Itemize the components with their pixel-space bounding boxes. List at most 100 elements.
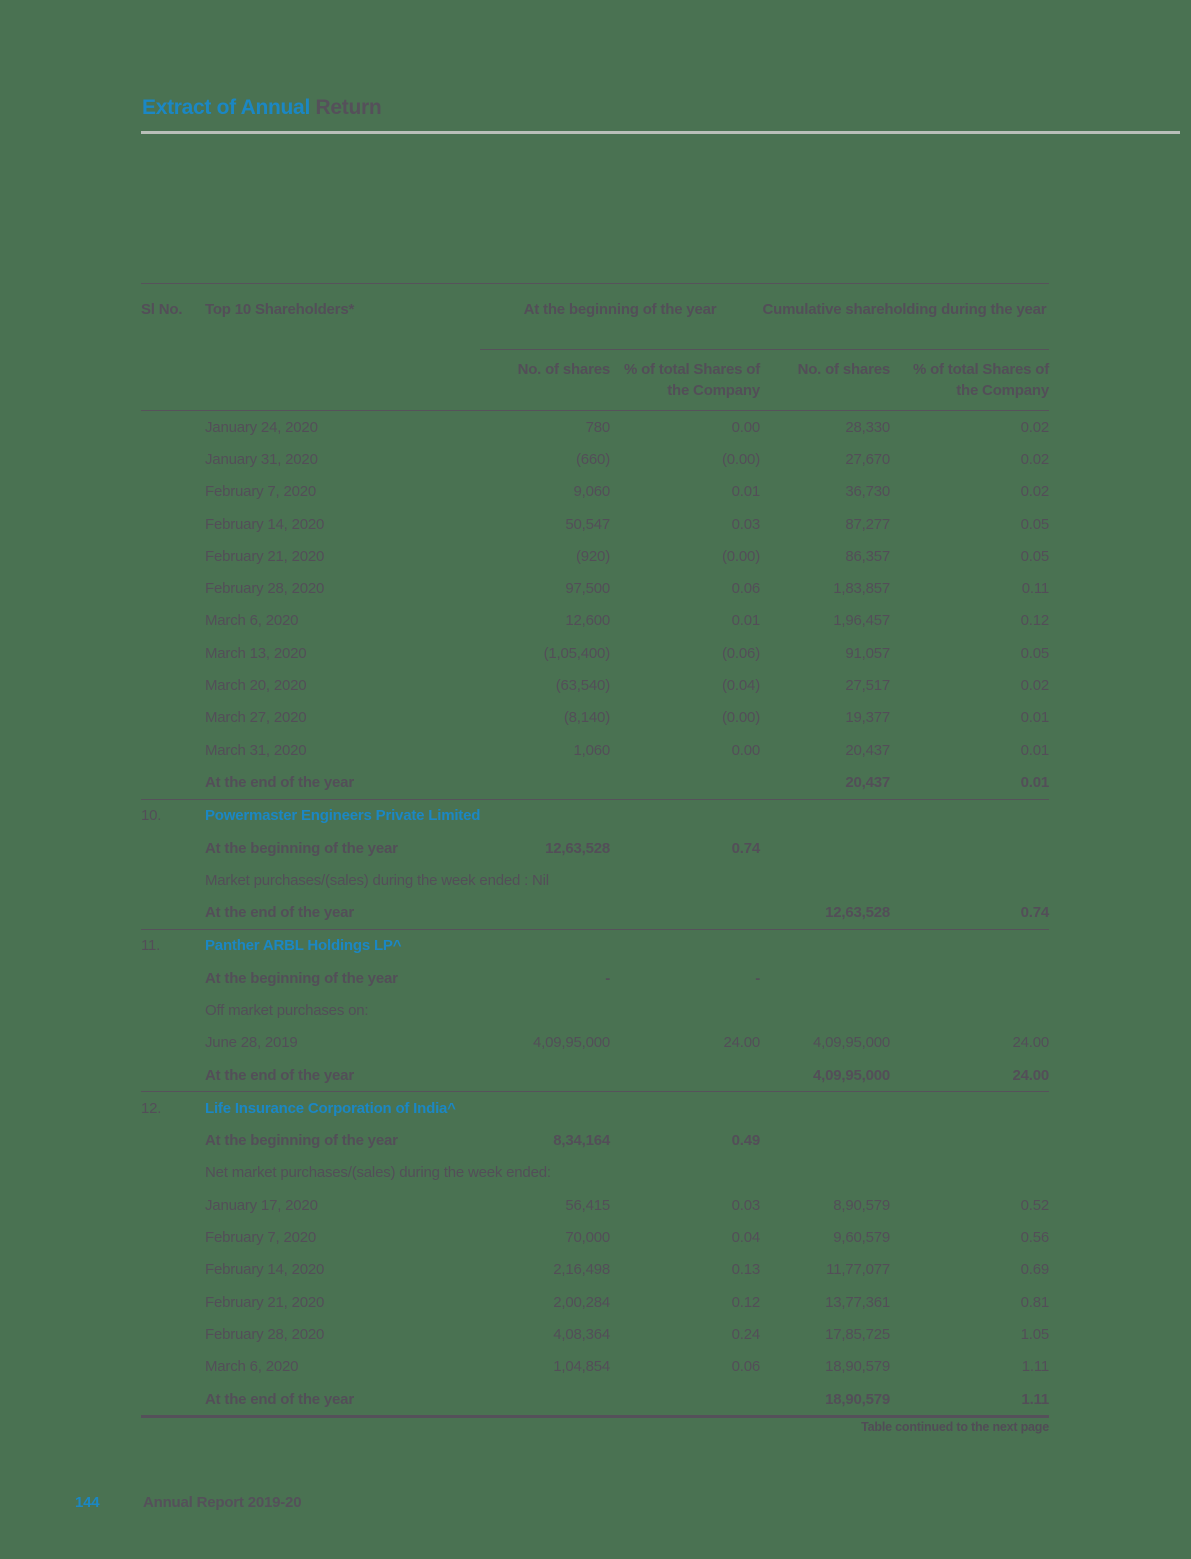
row-shares-begin: (8,140): [563, 709, 610, 727]
header-group-underline: [480, 349, 1049, 350]
row-pct-cum: 0.01: [1020, 709, 1050, 727]
table-continued-note: Table continued to the next page: [861, 1420, 1049, 1434]
row-pct-begin: (0.00): [722, 450, 760, 468]
row-shares-begin: 780: [585, 418, 611, 436]
page-title-accent: Extract of Annual: [142, 96, 310, 119]
row-shares-cum: 1,83,857: [833, 580, 890, 598]
row-shares-begin: 4,09,95,000: [532, 1034, 610, 1052]
row-shares-begin: 70,000: [565, 1229, 610, 1247]
row-label: February 14, 2020: [205, 1261, 325, 1279]
row-pct-cum: 0.52: [1020, 1196, 1050, 1214]
row-pct-begin: 24.00: [723, 1034, 760, 1052]
table-row: At the beginning of the year 12,63,528 0.7…: [141, 832, 1049, 864]
row-shares-cum: 13,77,361: [825, 1293, 890, 1311]
table-row: 12. Life Insurance Corporation of India^: [141, 1092, 1049, 1124]
table-row: March 6, 2020 1,04,854 0.06 18,90,579 1.11: [141, 1351, 1049, 1383]
row-label: At the beginning of the year: [205, 969, 398, 987]
row-pct-cum: 0.11: [1021, 580, 1049, 598]
row-pct-begin: 0.24: [731, 1325, 761, 1343]
row-label: Market purchases/(sales) during the week…: [205, 871, 549, 889]
header-no-of-shares-1: No. of shares: [517, 361, 611, 378]
row-label: At the beginning of the year: [205, 1132, 398, 1150]
table-row: February 28, 2020 97,500 0.06 1,83,857 0.11: [141, 572, 1049, 604]
row-pct-cum: 0.56: [1020, 1229, 1050, 1247]
row-shares-cum: 18,90,579: [825, 1390, 890, 1408]
table-row: March 31, 2020 1,060 0.00 20,437 0.01: [141, 734, 1049, 766]
row-separator: [141, 1091, 1049, 1093]
row-label: Powermaster Engineers Private Limited: [205, 807, 481, 825]
row-pct-cum: 0.02: [1020, 418, 1050, 436]
row-pct-cum: 0.69: [1020, 1261, 1050, 1279]
row-shares-begin: 1,060: [573, 741, 610, 759]
row-label: Net market purchases/(sales) during the …: [205, 1164, 551, 1182]
row-pct-cum: 1.05: [1020, 1325, 1050, 1343]
row-shares-cum: 1,96,457: [833, 612, 890, 630]
row-label: February 14, 2020: [205, 515, 325, 533]
row-pct-cum: 0.01: [1020, 741, 1050, 759]
row-pct-cum: 0.81: [1020, 1293, 1050, 1311]
row-shares-cum: 28,330: [845, 418, 890, 436]
row-label: At the beginning of the year: [205, 839, 398, 857]
row-shares-begin: (63,540): [555, 677, 610, 695]
row-pct-cum: 1.11: [1021, 1358, 1049, 1376]
table-row: February 7, 2020 70,000 0.04 9,60,579 0.56: [141, 1221, 1049, 1253]
row-shares-cum: 20,437: [845, 741, 890, 759]
row-label: February 28, 2020: [205, 580, 325, 598]
row-shares-cum: 91,057: [845, 644, 890, 662]
row-pct-begin: 0.49: [731, 1132, 761, 1150]
row-slno: 11.: [141, 937, 161, 955]
table-row: 11. Panther ARBL Holdings LP^: [141, 930, 1049, 962]
table-row: January 17, 2020 56,415 0.03 8,90,579 0.52: [141, 1189, 1049, 1221]
row-pct-begin: 0.00: [731, 418, 761, 436]
row-shares-cum: 86,357: [845, 547, 890, 565]
row-pct-cum: 0.05: [1020, 515, 1050, 533]
page-title: Extract of Annual Return: [142, 96, 382, 120]
row-pct-begin: (0.00): [722, 709, 760, 727]
row-label: At the end of the year: [205, 1066, 354, 1084]
row-label: March 6, 2020: [205, 1358, 299, 1376]
header-pct-shares-1: % of total Shares of the Company: [623, 361, 760, 399]
row-pct-cum: 0.02: [1020, 483, 1050, 501]
row-pct-cum: 0.01: [1020, 773, 1050, 791]
table-row: February 21, 2020 2,00,284 0.12 13,77,361 0.…: [141, 1286, 1049, 1318]
row-pct-cum: 0.02: [1020, 450, 1050, 468]
row-slno: 10.: [141, 807, 162, 825]
row-label: February 21, 2020: [205, 547, 325, 565]
row-label: Panther ARBL Holdings LP^: [205, 937, 402, 955]
table-row: February 28, 2020 4,08,364 0.24 17,85,725 1.…: [141, 1318, 1049, 1350]
row-pct-begin: (0.04): [722, 677, 760, 695]
row-pct-cum: 24.00: [1012, 1034, 1049, 1052]
title-rule: [141, 131, 1180, 134]
table-row: Off market purchases on:: [141, 994, 1049, 1026]
table-row: Market purchases/(sales) during the week…: [141, 864, 1049, 896]
table-row: 10. Powermaster Engineers Private Limited: [141, 800, 1049, 832]
row-pct-begin: 0.01: [731, 483, 761, 501]
table-row: March 27, 2020 (8,140) (0.00) 19,377 0.01: [141, 702, 1049, 734]
row-shares-begin: 12,63,528: [545, 839, 610, 857]
table-row: At the end of the year 18,90,579 1.11: [141, 1383, 1049, 1415]
row-shares-cum: 9,60,579: [833, 1229, 890, 1247]
row-shares-begin: 12,600: [565, 612, 610, 630]
table-row: February 7, 2020 9,060 0.01 36,730 0.02: [141, 476, 1049, 508]
header-shareholders: Top 10 Shareholders*: [205, 301, 355, 318]
row-pct-begin: 0.01: [731, 612, 761, 630]
table-row: March 13, 2020 (1,05,400) (0.06) 91,057 0.05: [141, 637, 1049, 669]
row-label: March 31, 2020: [205, 741, 307, 759]
footer-page-number: 144: [75, 1494, 100, 1511]
row-pct-begin: 0.06: [731, 580, 761, 598]
row-shares-begin: 97,500: [565, 580, 610, 598]
row-shares-begin: 50,547: [565, 515, 610, 533]
row-label: At the end of the year: [205, 904, 354, 922]
row-shares-begin: 9,060: [573, 483, 610, 501]
row-shares-cum: 12,63,528: [825, 904, 890, 922]
row-pct-begin: 0.13: [731, 1261, 761, 1279]
table-row: At the end of the year 4,09,95,000 24.00: [141, 1059, 1049, 1091]
row-label: February 21, 2020: [205, 1293, 325, 1311]
table-row: At the beginning of the year - -: [141, 962, 1049, 994]
shareholding-table: Sl No. Top 10 Shareholders* At the begin…: [141, 283, 1050, 1419]
row-label: February 7, 2020: [205, 1229, 317, 1247]
row-shares-cum: 4,09,95,000: [812, 1066, 890, 1084]
footer-report-name: Annual Report 2019-20: [143, 1494, 302, 1511]
row-shares-cum: 18,90,579: [825, 1358, 890, 1376]
row-pct-begin: 0.03: [731, 1196, 761, 1214]
